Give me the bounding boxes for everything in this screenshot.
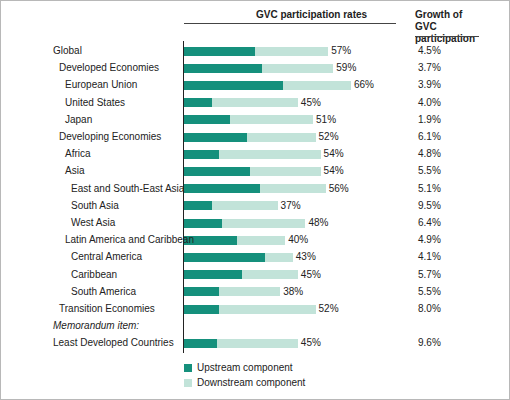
bar-segment: [222, 219, 305, 228]
total-label: 48%: [308, 217, 328, 229]
growth-value: 6.4%: [418, 217, 441, 229]
bar-segment: [247, 133, 315, 142]
header-rule: [415, 36, 479, 37]
category-label: Asia: [65, 165, 84, 177]
growth-value: 4.8%: [418, 148, 441, 160]
legend-label: Upstream component: [197, 362, 293, 374]
bar-segment: [255, 47, 328, 56]
total-label: 37%: [281, 200, 301, 212]
growth-value: 5.7%: [418, 269, 441, 281]
growth-value: 3.9%: [418, 79, 441, 91]
category-label: East and South-East Asia: [71, 183, 184, 195]
annotation: Memorandum item:: [53, 320, 139, 332]
bar-segment: [184, 253, 265, 262]
category-label: Central America: [71, 251, 142, 263]
bar-segment: [184, 270, 242, 279]
bar-segment: [250, 167, 321, 176]
bar-segment: [184, 287, 219, 296]
growth-value: 5.5%: [418, 286, 441, 298]
total-label: 66%: [354, 79, 374, 91]
category-label: Latin America and Caribbean: [65, 234, 194, 246]
bar-segment: [262, 64, 333, 73]
total-label: 45%: [301, 269, 321, 281]
bar-segment: [184, 201, 212, 210]
bar-segment: [184, 81, 283, 90]
category-label: Least Developed Countries: [53, 337, 174, 349]
total-label: 54%: [324, 148, 344, 160]
growth-value: 3.7%: [418, 62, 441, 74]
header-rule: [184, 23, 396, 24]
bar-segment: [184, 184, 260, 193]
bar-segment: [184, 64, 262, 73]
category-label: South Asia: [71, 200, 119, 212]
category-label: Developed Economies: [59, 62, 159, 74]
bar-segment: [219, 150, 320, 159]
bar-segment: [242, 270, 298, 279]
total-label: 45%: [301, 97, 321, 109]
total-label: 38%: [283, 286, 303, 298]
bar-segment: [217, 339, 298, 348]
category-label: United States: [65, 97, 125, 109]
category-label: Global: [53, 45, 82, 57]
bar-segment: [230, 115, 313, 124]
bar-segment: [283, 81, 351, 90]
chart-root: GVC participation rates Growth of GVC par…: [0, 0, 510, 400]
category-label: Caribbean: [71, 269, 117, 281]
bar-segment: [260, 184, 326, 193]
growth-value: 5.1%: [418, 183, 441, 195]
growth-value: 6.1%: [418, 131, 441, 143]
bar-segment: [184, 47, 255, 56]
total-label: 57%: [331, 45, 351, 57]
growth-value: 1.9%: [418, 114, 441, 126]
bar-segment: [219, 305, 315, 314]
total-label: 43%: [296, 251, 316, 263]
bar-segment: [184, 150, 219, 159]
growth-value: 4.5%: [418, 45, 441, 57]
growth-value: 4.9%: [418, 234, 441, 246]
category-label: South America: [71, 286, 136, 298]
total-label: 40%: [288, 234, 308, 246]
bar-segment: [184, 167, 250, 176]
bar-segment: [184, 133, 247, 142]
bar-segment: [212, 98, 298, 107]
growth-value: 9.5%: [418, 200, 441, 212]
plot-area: [184, 1, 361, 400]
category-label: Japan: [65, 114, 92, 126]
bar-segment: [237, 236, 285, 245]
bar-segment: [265, 253, 293, 262]
total-label: 52%: [319, 131, 339, 143]
legend-swatch: [184, 379, 192, 387]
bar-segment: [184, 219, 222, 228]
growth-value: 5.5%: [418, 165, 441, 177]
category-label: Transition Economies: [59, 303, 155, 315]
bar-segment: [184, 115, 230, 124]
growth-value: 4.1%: [418, 251, 441, 263]
total-label: 54%: [324, 165, 344, 177]
growth-value: 4.0%: [418, 97, 441, 109]
total-label: 51%: [316, 114, 336, 126]
category-label: Africa: [65, 148, 91, 160]
total-label: 56%: [329, 183, 349, 195]
growth-value: 8.0%: [418, 303, 441, 315]
growth-value: 9.6%: [418, 337, 441, 349]
total-label: 52%: [319, 303, 339, 315]
bar-segment: [184, 98, 212, 107]
total-label: 59%: [336, 62, 356, 74]
total-label: 45%: [301, 337, 321, 349]
category-label: West Asia: [71, 217, 115, 229]
legend-swatch: [184, 364, 192, 372]
bar-segment: [184, 305, 219, 314]
bar-segment: [219, 287, 280, 296]
bar-segment: [212, 201, 278, 210]
category-label: Developing Economies: [59, 131, 161, 143]
category-label: European Union: [65, 79, 137, 91]
growth-title: Growth of GVC participation: [415, 9, 485, 45]
legend-label: Downstream component: [197, 377, 305, 389]
chart-title: GVC participation rates: [256, 9, 367, 21]
bar-segment: [184, 339, 217, 348]
